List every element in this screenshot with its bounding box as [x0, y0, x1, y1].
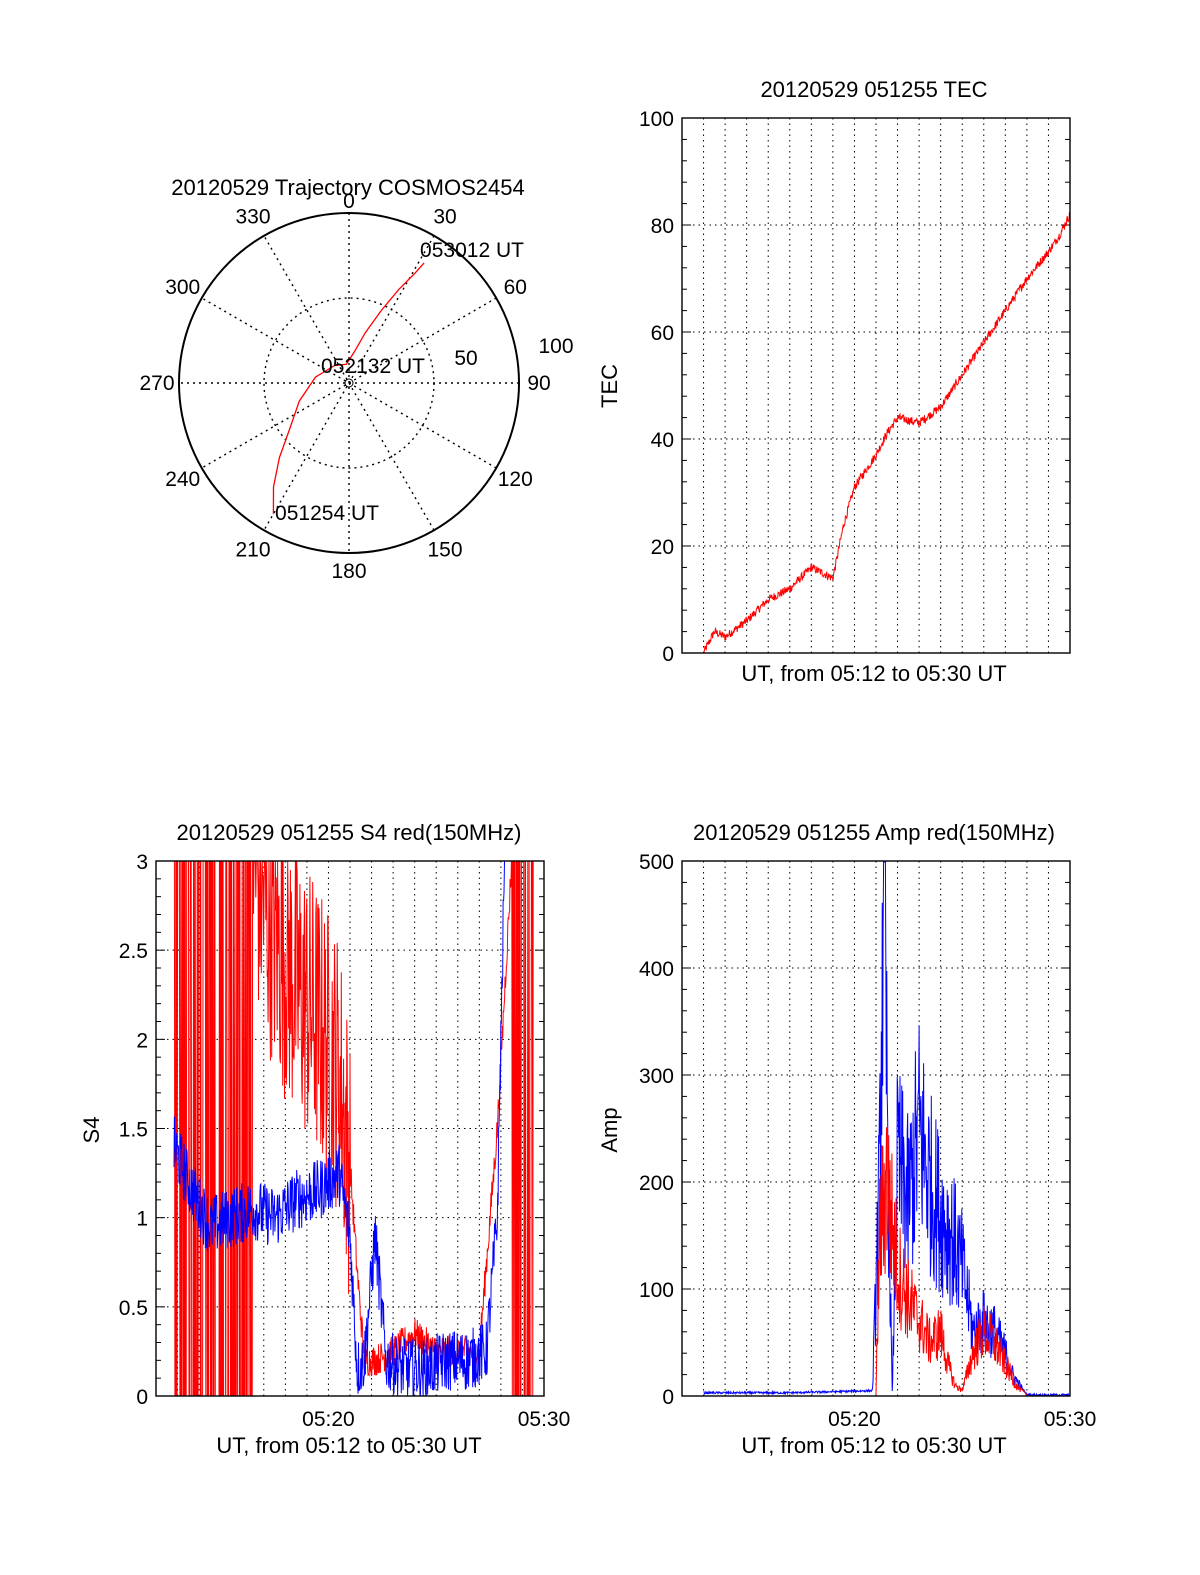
tec-ytick-label: 20 [651, 536, 674, 559]
amp-plot-frame [681, 860, 1071, 1397]
trajectory-annotation: 053012 UT [420, 239, 524, 262]
amp-ytick-label: 100 [639, 1279, 674, 1302]
polar-angle-label-0: 0 [343, 190, 355, 213]
trajectory-polar-chart: 20120529 Trajectory COSMOS2454 0 30 60 90 12… [139, 175, 573, 583]
s4-series-b [173, 861, 505, 1396]
tec-ytick-label: 60 [651, 322, 674, 345]
amp-x-axis-label: UT, from 05:12 to 05:30 UT [741, 1433, 1006, 1458]
polar-radial-label-50: 50 [454, 347, 477, 370]
polar-angle-label-120: 120 [498, 468, 533, 491]
polar-spoke [263, 235, 435, 531]
s4-chart: 20120529 051255 S4 red(150MHz) UT, from … [79, 820, 570, 1458]
polar-angle-label-210: 210 [235, 538, 270, 561]
polar-radial-label-100: 100 [538, 335, 573, 358]
s4-ytick-label: 0 [136, 1386, 148, 1409]
tec-ytick-label: 80 [651, 215, 674, 238]
polar-angle-label-300: 300 [165, 276, 200, 299]
polar-angle-label-240: 240 [165, 468, 200, 491]
tec-chart: 20120529 051255 TEC UT, from 05:12 to 05… [597, 77, 1071, 686]
tec-y-axis-label: TEC [597, 364, 622, 408]
trajectory-annotation: 052132 UT [321, 355, 425, 378]
s4-ytick-label: 1 [136, 1208, 148, 1231]
s4-xtick-label: 05:20 [302, 1408, 355, 1431]
amp-ytick-label: 400 [639, 958, 674, 981]
trajectory-annotation: 051254 UT [275, 502, 379, 525]
s4-plot-frame [155, 860, 545, 1397]
amp-xtick-label: 05:30 [1044, 1408, 1097, 1431]
amp-ytick-label: 200 [639, 1172, 674, 1195]
amp-ytick-label: 300 [639, 1065, 674, 1088]
amp-y-axis-label: Amp [597, 1107, 622, 1152]
tec-series-a [703, 211, 1070, 653]
tec-ytick-label: 100 [639, 108, 674, 131]
tec-plot-frame [681, 117, 1071, 654]
s4-ytick-label: 2 [136, 1029, 148, 1052]
amp-xtick-label: 05:20 [828, 1408, 881, 1431]
polar-angle-label-150: 150 [427, 538, 462, 561]
s4-y-axis-label: S4 [79, 1117, 104, 1144]
amp-series-b [875, 1127, 1028, 1396]
s4-ytick-label: 3 [136, 851, 148, 874]
polar-angle-label-30: 30 [433, 206, 456, 229]
polar-angle-label-270: 270 [139, 372, 174, 395]
amp-title: 20120529 051255 Amp red(150MHz) [693, 820, 1055, 845]
s4-x-axis-label: UT, from 05:12 to 05:30 UT [216, 1433, 481, 1458]
tec-ytick-label: 40 [651, 429, 674, 452]
s4-ytick-label: 1.5 [119, 1119, 148, 1142]
s4-title: 20120529 051255 S4 red(150MHz) [177, 820, 522, 845]
tec-ytick-label: 0 [662, 643, 674, 666]
polar-angle-label-330: 330 [235, 206, 270, 229]
polar-angle-label-180: 180 [331, 560, 366, 583]
trajectory-title: 20120529 Trajectory COSMOS2454 [171, 175, 524, 200]
trajectory-line [272, 262, 425, 514]
amp-ytick-label: 500 [639, 851, 674, 874]
tec-x-axis-label: UT, from 05:12 to 05:30 UT [741, 661, 1006, 686]
amp-chart: 20120529 051255 Amp red(150MHz) UT, from… [597, 820, 1096, 1458]
polar-angle-label-90: 90 [527, 372, 550, 395]
amp-ytick-label: 0 [662, 1386, 674, 1409]
s4-ytick-label: 2.5 [119, 940, 148, 963]
polar-angle-label-60: 60 [504, 276, 527, 299]
tec-title: 20120529 051255 TEC [760, 77, 987, 102]
s4-xtick-label: 05:30 [518, 1408, 571, 1431]
s4-ytick-label: 0.5 [119, 1297, 148, 1320]
